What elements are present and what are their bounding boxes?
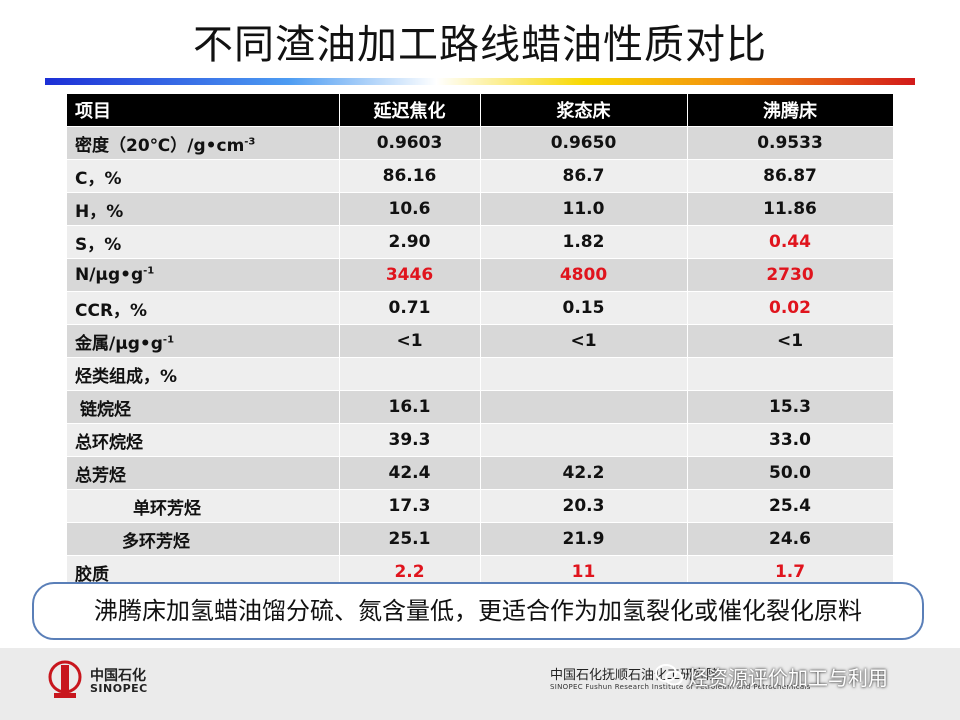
value-cell: 15.3 — [687, 390, 894, 424]
row-label-text: 总环烷烃 — [75, 432, 143, 453]
value-cell: 86.7 — [480, 159, 688, 193]
value-cell: 0.02 — [687, 291, 894, 325]
row-label-text: 金属/μg•g — [75, 333, 163, 354]
value-cell: <1 — [339, 324, 481, 358]
row-label-text: 密度（20℃）/g•cm — [75, 135, 245, 156]
value-cell: 0.71 — [339, 291, 481, 325]
table-row: 烃类组成，% — [67, 357, 894, 391]
table-row: 多环芳烃 25.1 21.9 24.6 — [67, 522, 894, 556]
row-label-text: 链烷烃 — [80, 399, 131, 420]
table-row: 链烷烃 16.1 15.3 — [67, 390, 894, 424]
value-cell: 25.4 — [687, 489, 894, 523]
value-cell: 21.9 — [480, 522, 688, 556]
value-cell: 0.9650 — [480, 126, 688, 160]
table-row: CCR，% 0.71 0.15 0.02 — [67, 291, 894, 325]
value-cell: 42.2 — [480, 456, 688, 490]
row-label: 总芳烃 — [67, 456, 340, 490]
value-cell: 4800 — [480, 258, 688, 292]
unit-exponent: -1 — [143, 265, 155, 277]
value-cell: 0.44 — [687, 225, 894, 259]
row-label: H，% — [67, 192, 340, 226]
table-row: S，% 2.90 1.82 0.44 — [67, 225, 894, 259]
value-cell: 86.16 — [339, 159, 481, 193]
value-cell: 20.3 — [480, 489, 688, 523]
unit-exponent: -3 — [244, 135, 256, 147]
value-cell: 11.0 — [480, 192, 688, 226]
value-cell: 24.6 — [687, 522, 894, 556]
value-cell: 33.0 — [687, 423, 894, 457]
row-label: 多环芳烃 — [67, 522, 340, 556]
value-cell — [480, 357, 688, 391]
table-row: 总环烷烃 39.3 33.0 — [67, 423, 894, 457]
footer-bar — [0, 648, 960, 720]
unit-exponent: -1 — [162, 333, 175, 345]
table-row: 总芳烃 42.4 42.2 50.0 — [67, 456, 894, 490]
value-cell — [480, 390, 688, 424]
value-cell: 39.3 — [339, 423, 481, 457]
row-label: C，% — [67, 159, 340, 193]
property-comparison-table: 项目 延迟焦化 浆态床 沸腾床 密度（20℃）/g•cm-3 0.9603 0.96… — [67, 94, 894, 589]
value-cell: 86.87 — [687, 159, 894, 193]
table-row: H，% 10.6 11.0 11.86 — [67, 192, 894, 226]
gradient-divider — [45, 78, 915, 85]
header-slurry-bed: 浆态床 — [480, 94, 688, 127]
value-cell: 2730 — [687, 258, 894, 292]
table-row: 单环芳烃 17.3 20.3 25.4 — [67, 489, 894, 523]
value-cell: 11.86 — [687, 192, 894, 226]
row-label: 链烷烃 — [67, 390, 340, 424]
row-label: 总环烷烃 — [67, 423, 340, 457]
value-cell: 50.0 — [687, 456, 894, 490]
value-cell: 1.82 — [480, 225, 688, 259]
logo-chinese-name: 中国石化 — [90, 668, 146, 684]
conclusion-box: 沸腾床加氢蜡油馏分硫、氮含量低，更适合作为加氢裂化或催化裂化原料 — [32, 582, 924, 640]
row-label-text: 烃类组成，% — [75, 366, 178, 387]
value-cell: 3446 — [339, 258, 481, 292]
watermark-text: 烃资源评价加工与利用 — [688, 666, 888, 690]
value-cell — [480, 423, 688, 457]
row-label-text: S，% — [75, 234, 122, 255]
value-cell — [687, 357, 894, 391]
value-cell — [339, 357, 481, 391]
row-label-text: 总芳烃 — [75, 465, 126, 486]
table-row: C，% 86.16 86.7 86.87 — [67, 159, 894, 193]
value-cell: 2.90 — [339, 225, 481, 259]
value-cell: 25.1 — [339, 522, 481, 556]
table-row: 金属/μg•g-1 <1 <1 <1 — [67, 324, 894, 358]
value-cell: 10.6 — [339, 192, 481, 226]
value-cell: 0.9533 — [687, 126, 894, 160]
row-label-text: CCR，% — [75, 300, 148, 321]
row-label: 密度（20℃）/g•cm-3 — [67, 126, 340, 160]
row-label-text: H，% — [75, 201, 124, 222]
sinopec-logo-icon — [48, 660, 82, 698]
institute-english-name: SINOPEC Fushun Research Institute of Pet… — [550, 683, 811, 691]
row-label-text: 多环芳烃 — [122, 531, 190, 552]
row-label: N/μg•g-1 — [67, 258, 340, 292]
table-row: N/μg•g-1 3446 4800 2730 — [67, 258, 894, 292]
logo-english-name: SINOPEC — [90, 682, 148, 695]
value-cell: <1 — [687, 324, 894, 358]
table-header-row: 项目 延迟焦化 浆态床 沸腾床 — [67, 94, 894, 127]
header-delayed-coking: 延迟焦化 — [339, 94, 481, 127]
value-cell: 0.9603 — [339, 126, 481, 160]
value-cell: 17.3 — [339, 489, 481, 523]
row-label: 单环芳烃 — [67, 489, 340, 523]
header-item: 项目 — [67, 94, 340, 127]
value-cell: <1 — [480, 324, 688, 358]
value-cell: 42.4 — [339, 456, 481, 490]
row-label: CCR，% — [67, 291, 340, 325]
row-label: S，% — [67, 225, 340, 259]
header-ebullated-bed: 沸腾床 — [687, 94, 894, 127]
wechat-icon — [655, 664, 683, 686]
value-cell: 0.15 — [480, 291, 688, 325]
value-cell: 16.1 — [339, 390, 481, 424]
table-row: 密度（20℃）/g•cm-3 0.9603 0.9650 0.9533 — [67, 126, 894, 160]
row-label: 金属/μg•g-1 — [67, 324, 340, 358]
row-label: 烃类组成，% — [67, 357, 340, 391]
row-label-text: C，% — [75, 168, 122, 189]
row-label-text: 单环芳烃 — [133, 498, 201, 519]
row-label-text: 胶质 — [75, 564, 109, 585]
slide-title: 不同渣油加工路线蜡油性质对比 — [193, 22, 767, 68]
row-label-text: N/μg•g — [75, 265, 144, 285]
